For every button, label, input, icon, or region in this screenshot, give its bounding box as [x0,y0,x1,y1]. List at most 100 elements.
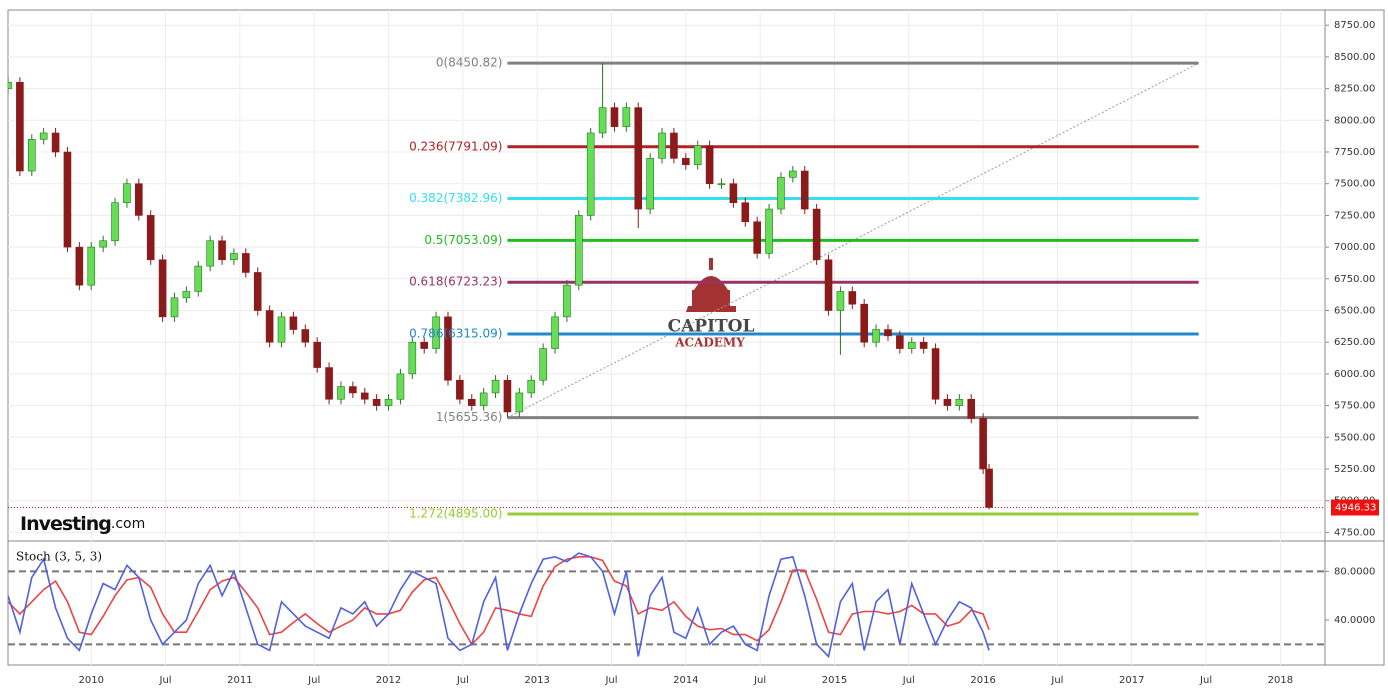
candle-body [99,240,107,248]
watermark-text: ACADEMY [674,336,745,350]
candle-body [146,215,155,261]
y-tick-label: 6500.00 [1334,306,1375,317]
candle-body [467,398,476,406]
y-tick-label: 8500.00 [1334,52,1375,63]
fib-label: 0.786(6315.09) [409,326,502,340]
candle-body [765,208,773,254]
y-tick-label: 7250.00 [1334,210,1375,221]
candle-body [325,367,333,400]
y-tick-label: 7750.00 [1334,147,1375,158]
candle-body [39,132,48,140]
candle-body [158,259,167,318]
candle-body [27,139,36,172]
candle-body [408,341,417,375]
fib-label: 1(5655.36) [436,410,503,424]
x-tick-label: 2015 [822,675,847,686]
frame [7,9,1385,666]
candle-body [907,341,916,349]
candle-body [253,272,262,311]
candle-body [574,215,583,286]
candle-body [610,107,619,127]
candle-body [955,398,964,406]
y-tick-label: 7000.00 [1334,242,1375,253]
candle-body [479,392,488,406]
candle-body [919,341,928,349]
candle-body [670,132,678,159]
x-tick-label: 2018 [1268,675,1293,686]
candle-body [824,259,833,311]
x-tick-label: Jul [1199,675,1212,686]
candle-body [384,398,393,406]
candle-body [717,183,726,186]
x-tick-label: Jul [456,675,469,686]
candle-body [372,398,381,406]
stoch-plot [8,552,1325,659]
x-tick-label: 2016 [970,675,995,686]
candle-body [872,329,880,343]
fib-label: 0.236(7791.09) [409,139,502,153]
candle-body [943,398,952,406]
candle-body [979,417,987,470]
candle-body [16,81,24,172]
candle-body [135,183,143,216]
candle-body [265,310,274,343]
candle-body [111,202,119,242]
x-tick-label: 2017 [1119,675,1144,686]
candle-body [218,240,226,261]
price-plot [8,61,1325,516]
x-tick-label: Jul [307,675,320,686]
capitol-dome [686,258,736,312]
candle-body [206,240,214,267]
logo: Investing.com [20,513,145,535]
candle-body [337,386,345,400]
y-tick-label: 5750.00 [1334,401,1375,412]
candle-body [87,246,96,286]
candle-body [551,316,559,349]
last-price-label: 4946.33 [1335,502,1376,513]
candle-body [123,183,131,204]
candle-body [622,107,631,127]
x-tick-label: Jul [159,675,172,686]
candle-body [705,145,714,185]
candle-body [563,284,571,318]
candle-body [539,348,547,381]
candle-body [931,348,940,400]
candle-body [444,316,452,381]
candle-body [8,81,12,89]
candle-body [515,392,524,413]
fib-label: 1.272(4895.00) [409,507,502,521]
fib-label: 0.618(6723.23) [409,275,502,289]
candle-body [753,221,761,254]
candle-body [360,392,369,400]
candle-body [884,329,892,337]
x-tick-label: 2010 [79,675,104,686]
candle-body [51,132,60,153]
candle-body [860,303,868,343]
candle-body [277,316,286,343]
candle-body [741,202,750,223]
x-tick-label: Jul [604,675,617,686]
indicator-title: Stoch (3, 5, 3) [16,550,102,564]
candle-body [598,107,607,134]
candle-body [777,177,785,210]
last-price-tag [1331,499,1379,516]
candle-body [420,341,429,349]
candle-body [729,183,738,204]
candle-body [682,158,690,165]
candle-body [836,291,845,311]
candle-body [985,468,993,508]
candle-body [634,107,643,210]
y-tick-label: 40.0000 [1334,615,1375,626]
x-tick-label: Jul [902,675,915,686]
logo-suffix: .com [111,516,145,532]
candle-body [800,170,809,210]
y-tick-label: 8250.00 [1334,84,1375,95]
candle-body [349,386,357,394]
candle-body [313,341,321,368]
y-tick-label: 5250.00 [1334,464,1375,475]
grid [8,10,1325,665]
candle-body [658,132,666,159]
y-tick-label: 6750.00 [1334,274,1375,285]
candle-body [646,158,654,210]
